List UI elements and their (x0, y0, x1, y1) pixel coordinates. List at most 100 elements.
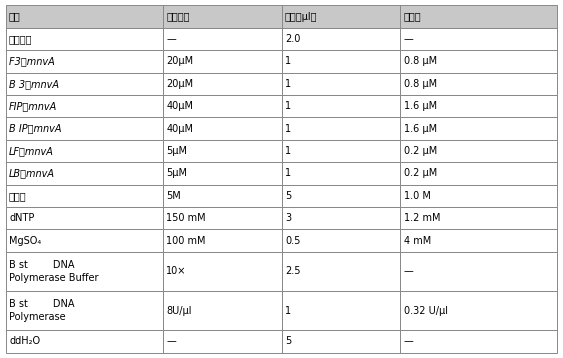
Text: —: — (404, 266, 413, 276)
Bar (6, 28, 163, 50)
Bar (6, 5, 163, 28)
Text: 1: 1 (285, 124, 291, 134)
Text: 3: 3 (285, 213, 291, 223)
Text: 5: 5 (285, 337, 291, 347)
Text: ddH₂O: ddH₂O (9, 337, 40, 347)
Bar (400, 117, 557, 140)
Text: 20μM: 20μM (166, 79, 193, 89)
Bar (6, 50, 163, 73)
Text: 40μM: 40μM (166, 124, 193, 134)
Bar (163, 73, 282, 95)
Bar (400, 5, 557, 28)
Bar (400, 95, 557, 117)
Text: 1: 1 (285, 79, 291, 89)
Bar (163, 117, 282, 140)
Text: 10×: 10× (166, 266, 186, 276)
Bar (400, 229, 557, 252)
Text: B st        DNA
Polymerase Buffer: B st DNA Polymerase Buffer (9, 260, 99, 283)
Text: 2.5: 2.5 (285, 266, 301, 276)
Bar (163, 140, 282, 162)
Bar (400, 140, 557, 162)
Bar (282, 252, 400, 291)
Text: MgSO₄: MgSO₄ (9, 236, 41, 246)
Bar (282, 73, 400, 95)
Text: 1.6 μM: 1.6 μM (404, 101, 437, 111)
Bar (400, 185, 557, 207)
Text: dNTP: dNTP (9, 213, 34, 223)
Bar (6, 330, 163, 353)
Bar (6, 140, 163, 162)
Text: —: — (166, 34, 176, 44)
Text: 5M: 5M (166, 191, 181, 201)
Bar (400, 207, 557, 229)
Bar (400, 50, 557, 73)
Bar (282, 207, 400, 229)
Bar (282, 95, 400, 117)
Text: 5μM: 5μM (166, 146, 187, 156)
Text: —: — (404, 337, 413, 347)
Bar (282, 291, 400, 330)
Text: 母液浓度: 母液浓度 (166, 11, 190, 21)
Bar (282, 330, 400, 353)
Text: 150 mM: 150 mM (166, 213, 206, 223)
Bar (163, 330, 282, 353)
Text: 1: 1 (285, 101, 291, 111)
Text: 0.8 μM: 0.8 μM (404, 79, 437, 89)
Text: 核酸模板: 核酸模板 (9, 34, 33, 44)
Text: B 3－mnvA: B 3－mnvA (9, 79, 59, 89)
Bar (282, 140, 400, 162)
Bar (6, 95, 163, 117)
Bar (282, 28, 400, 50)
Text: 0.2 μM: 0.2 μM (404, 146, 437, 156)
Text: 2.0: 2.0 (285, 34, 300, 44)
Text: LF－mnvA: LF－mnvA (9, 146, 54, 156)
Text: 1: 1 (285, 56, 291, 66)
Bar (400, 291, 557, 330)
Text: 1.0 M: 1.0 M (404, 191, 430, 201)
Text: F3－​mnvA: F3－​mnvA (9, 56, 55, 66)
Bar (400, 252, 557, 291)
Bar (163, 252, 282, 291)
Text: 用量（μl）: 用量（μl） (285, 11, 318, 21)
Text: 0.8 μM: 0.8 μM (404, 56, 437, 66)
Text: 0.32 U/μl: 0.32 U/μl (404, 306, 448, 316)
Bar (6, 252, 163, 291)
Bar (163, 207, 282, 229)
Text: B IP－mnvA: B IP－mnvA (9, 124, 61, 134)
Text: —: — (166, 337, 176, 347)
Text: LB－mnvA: LB－mnvA (9, 168, 55, 178)
Bar (282, 185, 400, 207)
Text: 成分: 成分 (9, 11, 21, 21)
Bar (6, 229, 163, 252)
Bar (6, 185, 163, 207)
Text: 1.2 mM: 1.2 mM (404, 213, 440, 223)
Bar (163, 185, 282, 207)
Bar (163, 28, 282, 50)
Text: —: — (404, 34, 413, 44)
Text: 100 mM: 100 mM (166, 236, 205, 246)
Bar (282, 117, 400, 140)
Text: 0.5: 0.5 (285, 236, 300, 246)
Bar (163, 95, 282, 117)
Bar (282, 5, 400, 28)
Text: 5: 5 (285, 191, 291, 201)
Bar (400, 28, 557, 50)
Bar (163, 5, 282, 28)
Bar (282, 162, 400, 185)
Bar (282, 50, 400, 73)
Bar (163, 291, 282, 330)
Bar (6, 207, 163, 229)
Text: 4 mM: 4 mM (404, 236, 431, 246)
Text: 甜菜硨: 甜菜硨 (9, 191, 26, 201)
Bar (400, 162, 557, 185)
Text: 0.2 μM: 0.2 μM (404, 168, 437, 178)
Text: 终浓度: 终浓度 (404, 11, 421, 21)
Bar (163, 229, 282, 252)
Text: 1: 1 (285, 168, 291, 178)
Bar (6, 73, 163, 95)
Text: 1: 1 (285, 306, 291, 316)
Bar (282, 229, 400, 252)
Text: 40μM: 40μM (166, 101, 193, 111)
Bar (163, 50, 282, 73)
Text: 20μM: 20μM (166, 56, 193, 66)
